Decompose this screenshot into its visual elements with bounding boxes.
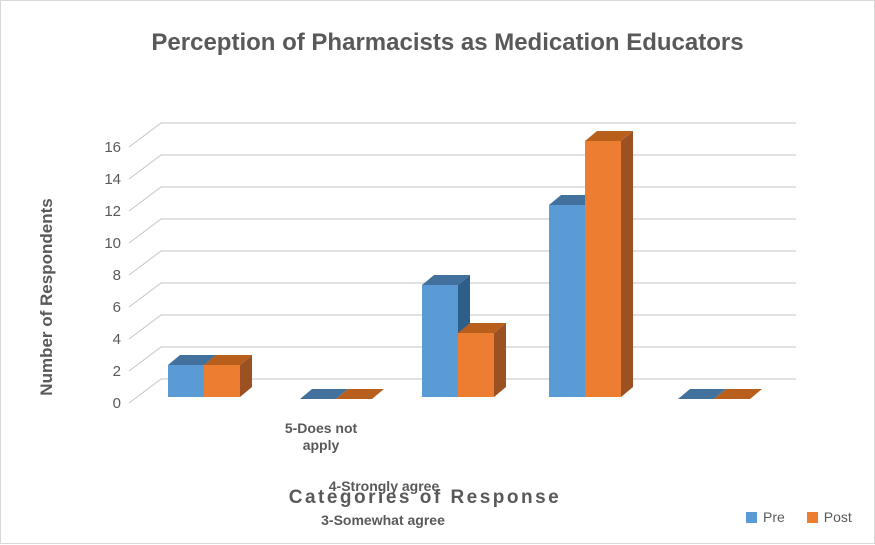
bar-pre-cat2 bbox=[300, 389, 348, 399]
y-axis-tick-12: 12 bbox=[104, 203, 121, 220]
legend-label-post: Post bbox=[823, 509, 852, 525]
bar-post-cat1-side bbox=[240, 355, 252, 397]
legend-item-pre: Pre bbox=[746, 509, 785, 525]
gridline-8 bbox=[128, 250, 796, 276]
y-axis-tick-8: 8 bbox=[113, 267, 121, 284]
bar-post-cat1-top bbox=[204, 355, 252, 365]
gridline-10 bbox=[128, 218, 796, 244]
bar-pre-cat3-top bbox=[422, 275, 470, 285]
bar-pre-cat1-top bbox=[168, 355, 216, 365]
x-axis-label-does-not-apply: 5-Does not apply bbox=[284, 420, 358, 453]
gridline-12 bbox=[128, 186, 796, 212]
bar-pre-cat3 bbox=[422, 285, 458, 397]
legend-item-post: Post bbox=[806, 509, 852, 525]
bar-post-cat3 bbox=[458, 333, 494, 397]
gridline-16 bbox=[128, 122, 796, 148]
y-axis-tick-0: 0 bbox=[113, 395, 121, 412]
y-axis-title: Number of Respondents bbox=[37, 198, 56, 396]
bar-post-cat5 bbox=[714, 389, 762, 399]
y-axis-tick-16: 16 bbox=[104, 139, 121, 156]
bar-post-cat1 bbox=[204, 365, 240, 397]
y-axis-tick-6: 6 bbox=[113, 299, 121, 316]
chart-title: Perception of Pharmacists as Medication … bbox=[151, 29, 744, 56]
x-axis-title: Categories of Response bbox=[288, 487, 562, 508]
bar-pre-cat4 bbox=[549, 205, 585, 397]
bar-post-cat3-side bbox=[494, 323, 506, 397]
pre-series-swatch-icon bbox=[746, 511, 757, 523]
bar-post-cat4-side bbox=[621, 131, 633, 397]
legend: Pre Post bbox=[746, 509, 852, 525]
bar-post-cat4-top bbox=[585, 131, 633, 141]
y-axis-tick-4: 4 bbox=[113, 331, 121, 348]
y-axis-tick-14: 14 bbox=[104, 171, 121, 188]
bar-pre-cat5 bbox=[678, 389, 726, 399]
x-axis-label-strongly-agree: 4-Strongly agree bbox=[328, 478, 440, 494]
y-axis-tick-2: 2 bbox=[113, 363, 121, 380]
legend-label-pre: Pre bbox=[763, 509, 785, 525]
bar-pre-cat1 bbox=[168, 365, 204, 397]
x-axis-label-somewhat-agree: 3-Somewhat agree bbox=[321, 512, 445, 528]
bar-post-cat3-top bbox=[458, 323, 506, 333]
bar-post-cat2 bbox=[336, 389, 384, 399]
post-series-swatch-icon bbox=[806, 511, 818, 523]
bar-post-cat4 bbox=[585, 141, 621, 397]
y-axis-tick-10: 10 bbox=[104, 235, 121, 252]
gridline-14 bbox=[128, 154, 796, 180]
